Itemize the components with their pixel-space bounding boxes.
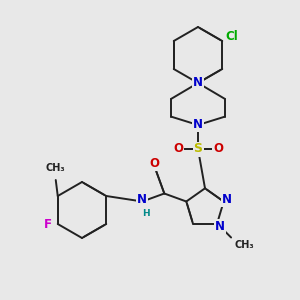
Text: CH₃: CH₃ [46, 163, 66, 173]
Text: N: N [222, 193, 232, 206]
Text: O: O [173, 142, 183, 155]
Text: CH₃: CH₃ [234, 241, 254, 250]
Text: Cl: Cl [226, 31, 239, 44]
Text: O: O [149, 157, 159, 170]
Text: N: N [215, 220, 225, 233]
Text: S: S [194, 142, 202, 155]
Text: N: N [193, 118, 203, 131]
Text: F: F [44, 218, 52, 230]
Text: O: O [213, 142, 223, 155]
Text: N: N [193, 76, 203, 89]
Text: N: N [137, 193, 147, 206]
Text: H: H [142, 209, 150, 218]
